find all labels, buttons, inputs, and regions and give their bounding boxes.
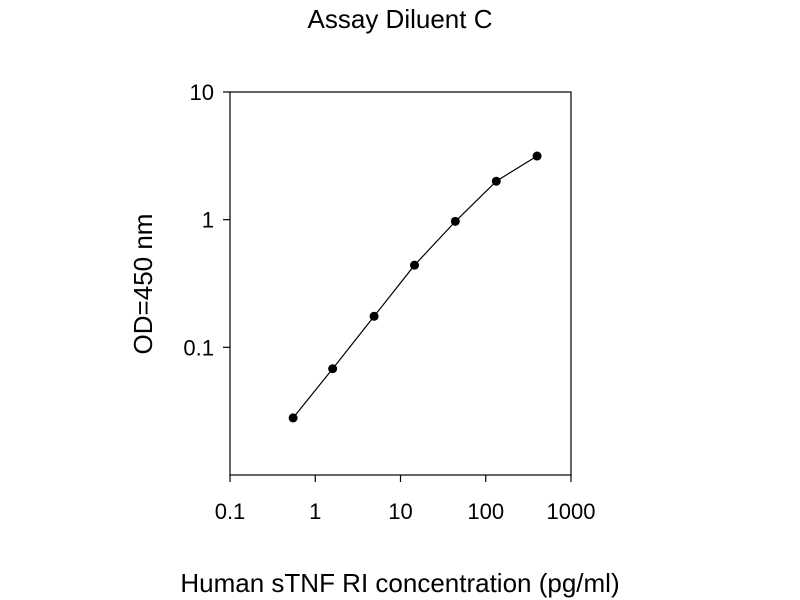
data-point	[369, 311, 379, 321]
data-point	[532, 151, 542, 161]
data-point	[491, 176, 501, 186]
x-tick-label: 1	[309, 499, 321, 524]
y-tick-label: 10	[190, 80, 214, 105]
y-axis-title: OD=450 nm	[128, 214, 158, 355]
data-point	[328, 364, 338, 374]
data-point	[288, 413, 298, 423]
x-axis-title: Human sTNF RI concentration (pg/ml)	[180, 568, 619, 598]
x-tick-label: 10	[388, 499, 412, 524]
data-point	[410, 260, 420, 270]
series-line	[292, 155, 538, 419]
y-tick-label: 0.1	[183, 335, 214, 360]
x-tick-label: 1000	[547, 499, 596, 524]
x-axis: 0.1 1 10 100 1000	[215, 475, 596, 524]
y-axis: 0.1 1 10	[183, 80, 230, 360]
x-tick-label: 100	[467, 499, 504, 524]
x-tick-label: 0.1	[215, 499, 246, 524]
data-point	[450, 216, 460, 226]
series-layer	[288, 151, 542, 423]
y-tick-label: 1	[202, 208, 214, 233]
chart-title: Assay Diluent C	[307, 4, 493, 34]
